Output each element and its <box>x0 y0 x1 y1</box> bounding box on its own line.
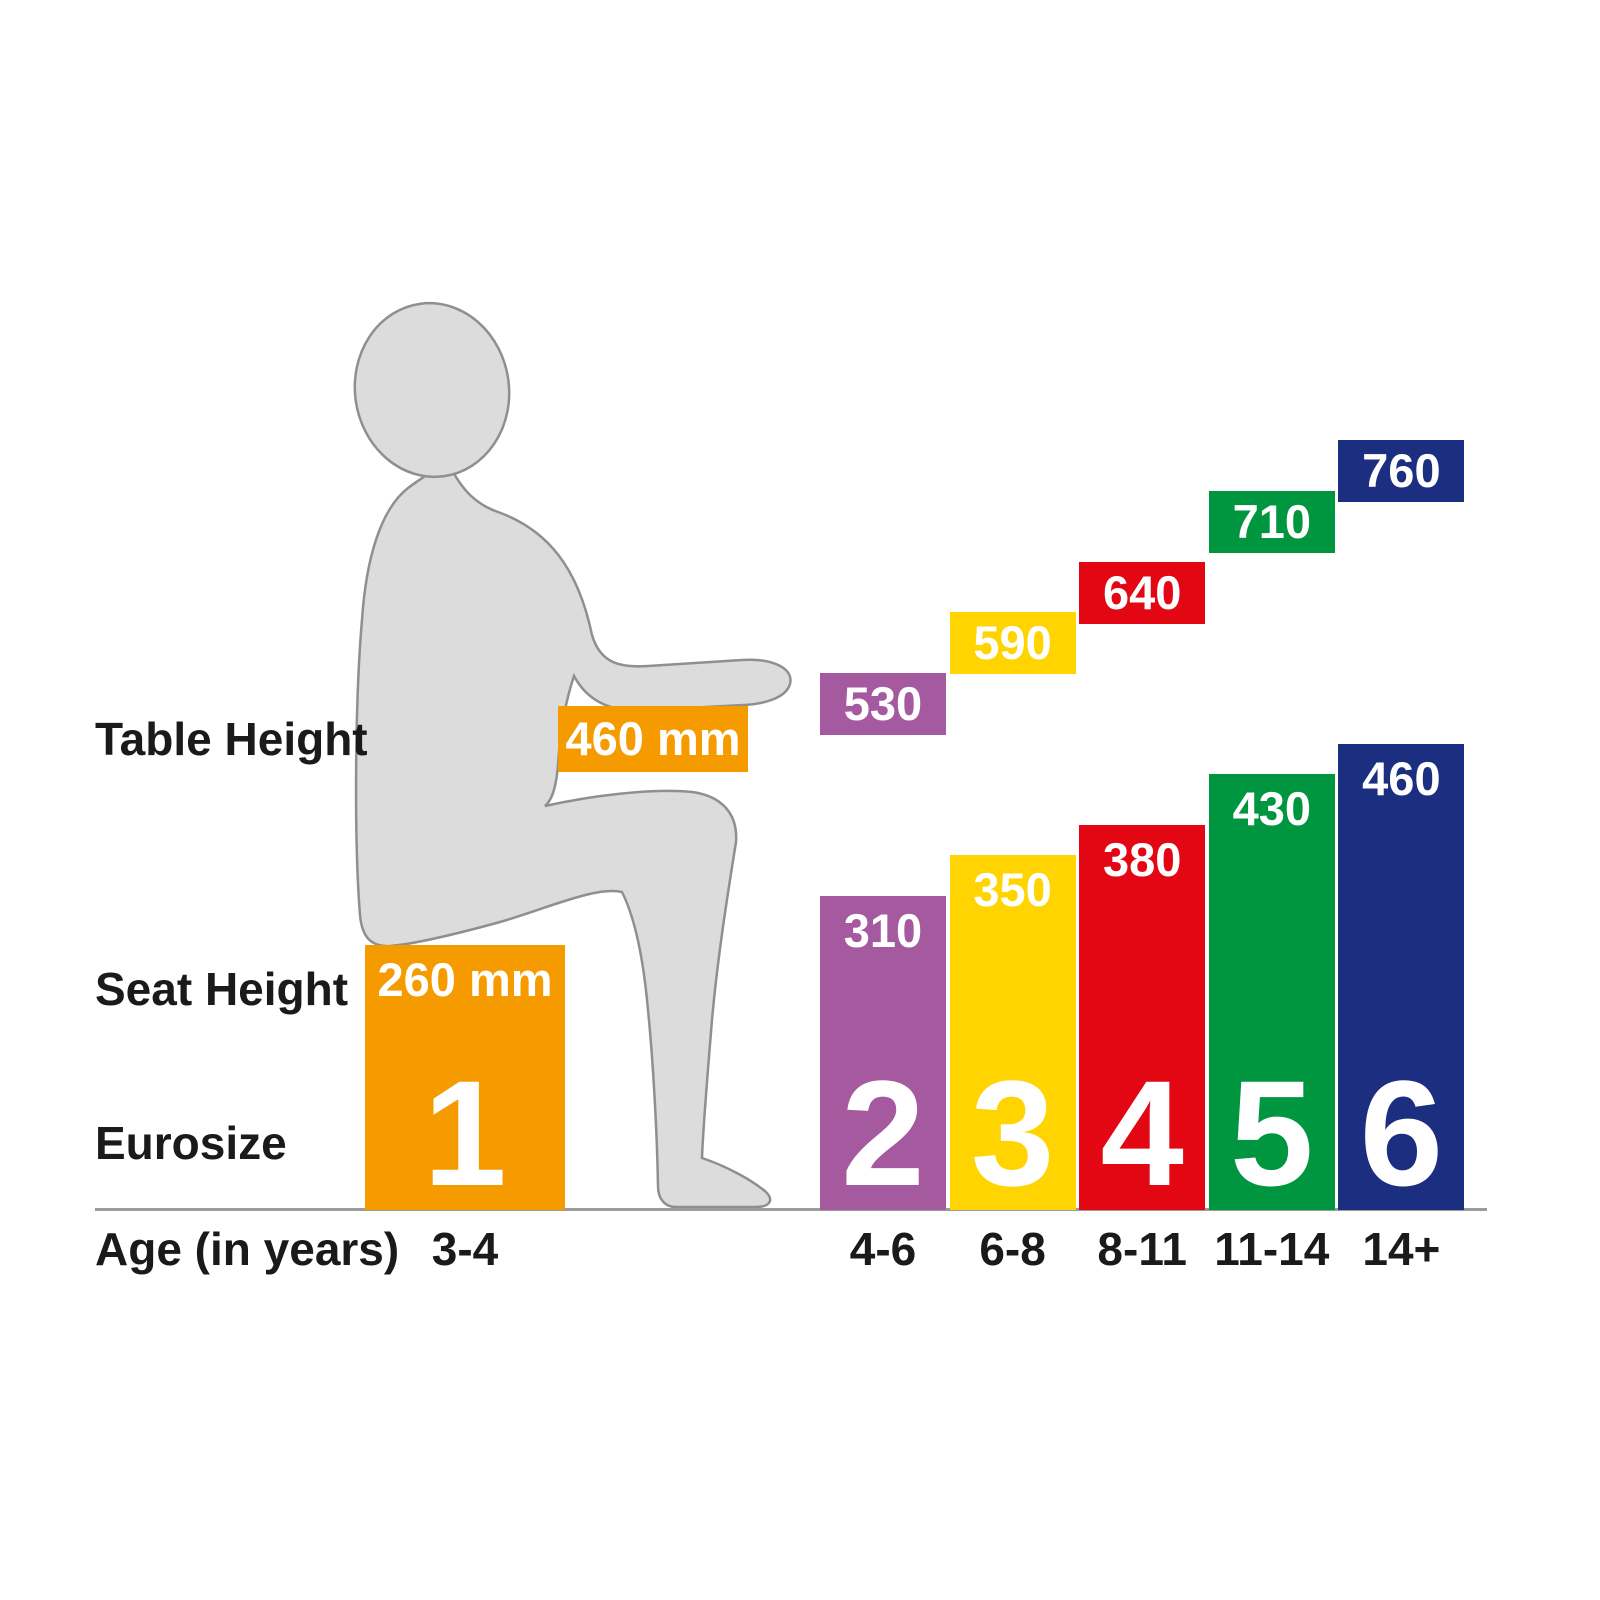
eurosize-number: 1 <box>423 1049 507 1217</box>
seat-height-bar: 380 4 <box>1079 825 1206 1217</box>
seat-height-bar: 460 6 <box>1338 744 1465 1217</box>
eurosize-number: 3 <box>970 1049 1055 1217</box>
table-height-bar: 530 <box>820 673 946 735</box>
age-value: 6-8 <box>979 1223 1046 1275</box>
age-row-label: Age (in years) <box>95 1223 400 1275</box>
seat-height-value: 460 <box>1362 752 1441 805</box>
table-height-bar: 760 <box>1338 440 1465 502</box>
table-height-bar: 640 <box>1079 562 1206 624</box>
seat-height-block: 260 mm 1 <box>365 945 565 1210</box>
table-height-bar: 590 <box>949 612 1076 674</box>
eurosize-number: 2 <box>841 1049 925 1217</box>
seat-height-value: 260 mm <box>377 953 553 1006</box>
age-value: 4-6 <box>849 1223 917 1275</box>
seat-height-bar: 310 2 <box>820 896 946 1210</box>
seat-height-value: 380 <box>1102 833 1182 886</box>
age-value: 14+ <box>1362 1223 1441 1275</box>
eurosize-number: 5 <box>1230 1049 1314 1217</box>
eurosize-number: 4 <box>1100 1049 1184 1217</box>
figure-head <box>353 301 511 479</box>
seat-height-row-label: Seat Height <box>95 963 349 1015</box>
age-value: 8-11 <box>1097 1223 1187 1275</box>
seat-height-bar: 430 5 <box>1208 774 1335 1217</box>
age-value: 3-4 <box>431 1223 499 1275</box>
table-height-bar: 710 <box>1208 491 1335 553</box>
seat-height-bar: 350 3 <box>949 855 1076 1217</box>
age-value: 11-14 <box>1214 1223 1330 1275</box>
table-height-marker: 460 mm <box>558 706 748 772</box>
baseline-axis <box>95 1208 1487 1211</box>
seat-height-value: 350 <box>973 863 1052 916</box>
table-height-row-label: Table Height <box>95 713 368 765</box>
seat-height-value: 310 <box>843 904 923 957</box>
seat-height-value: 430 <box>1232 782 1311 835</box>
eurosize-number: 6 <box>1359 1049 1444 1217</box>
eurosize-row-label: Eurosize <box>95 1117 287 1169</box>
